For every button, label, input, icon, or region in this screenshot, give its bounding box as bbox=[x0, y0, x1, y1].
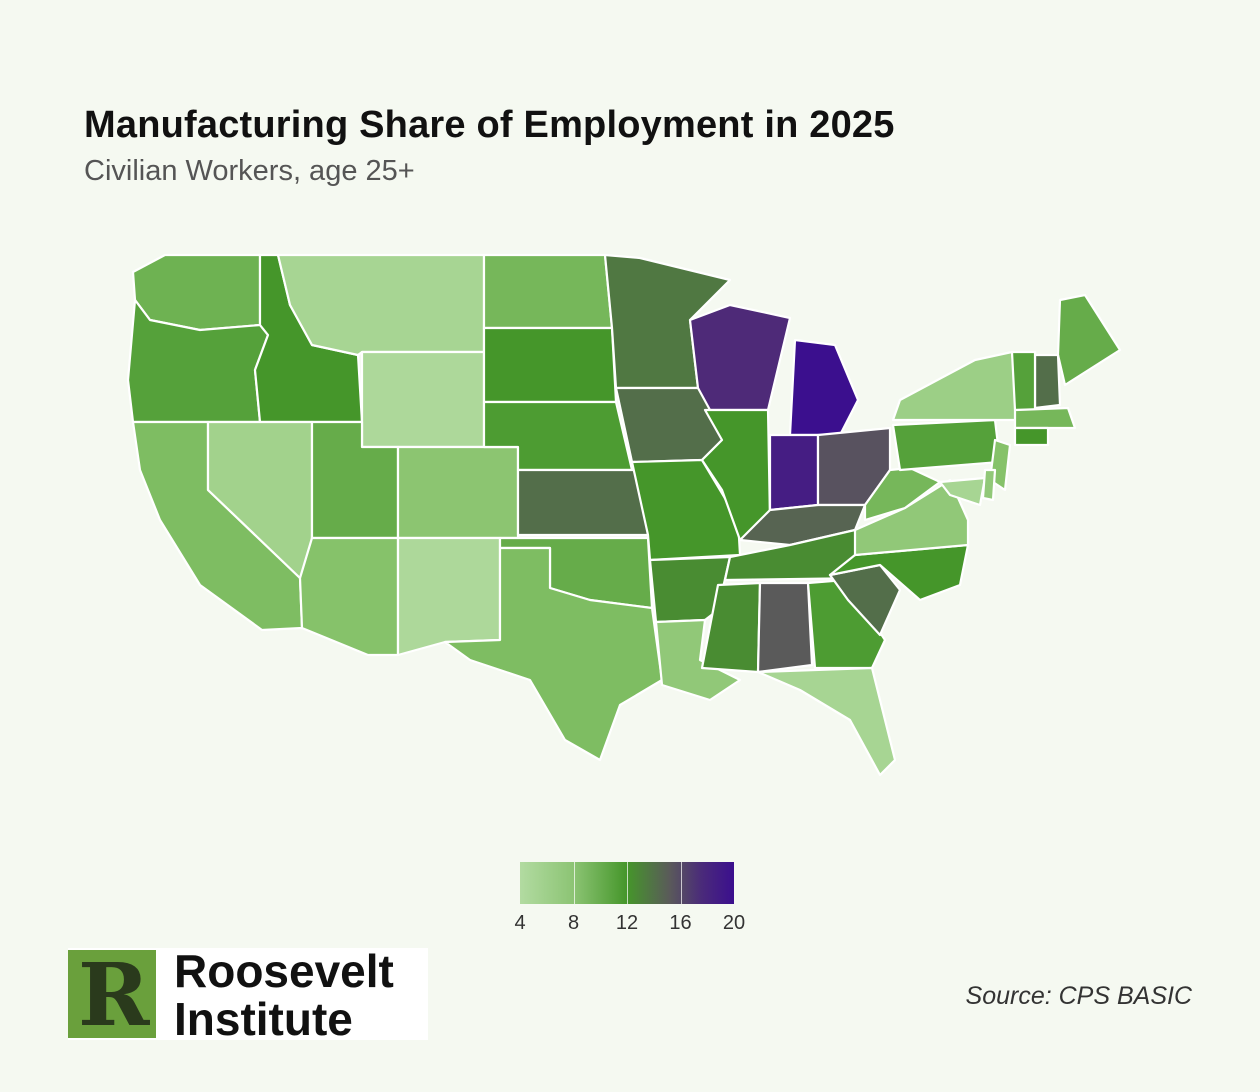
state-md bbox=[938, 476, 987, 507]
source-note: Source: CPS BASIC bbox=[965, 982, 1192, 1010]
roosevelt-logo: R Roosevelt Institute bbox=[68, 945, 428, 1046]
legend-tick bbox=[680, 862, 682, 904]
state-ny bbox=[891, 350, 1020, 422]
legend-tick-label: 4 bbox=[514, 912, 526, 934]
legend-tick-label: 16 bbox=[669, 912, 692, 934]
legend-tick bbox=[627, 862, 628, 904]
logo-mark-icon: R bbox=[68, 945, 156, 1046]
logo-line-2: Institute bbox=[174, 993, 353, 1045]
logo-line-1: Roosevelt bbox=[174, 945, 394, 997]
state-wa bbox=[131, 253, 262, 332]
legend-tick-label: 20 bbox=[722, 912, 746, 934]
state-sd bbox=[482, 326, 618, 404]
state-me bbox=[1056, 293, 1122, 387]
state-ma bbox=[1013, 406, 1077, 430]
legend-tick-label: 8 bbox=[567, 912, 580, 934]
legend-gradient-bar bbox=[520, 862, 734, 904]
state-az bbox=[298, 536, 400, 657]
state-tx bbox=[443, 546, 664, 762]
state-pa bbox=[891, 418, 1002, 472]
map-title: Manufacturing Share of Employment in 202… bbox=[84, 104, 895, 146]
state-fl bbox=[756, 666, 897, 777]
state-nm bbox=[396, 536, 502, 657]
state-wy bbox=[360, 350, 486, 449]
state-ct bbox=[1013, 426, 1050, 447]
state-mt bbox=[276, 253, 486, 357]
state-nd bbox=[482, 253, 614, 330]
state-al bbox=[756, 581, 814, 674]
state-mi bbox=[788, 338, 860, 437]
state-in bbox=[768, 433, 820, 512]
legend-tick-label: 12 bbox=[615, 912, 639, 934]
state-nh bbox=[1033, 353, 1062, 410]
state-ks bbox=[516, 468, 650, 537]
state-de bbox=[981, 468, 997, 502]
state-vt bbox=[1010, 350, 1037, 412]
color-legend: 4 8 12 16 20 bbox=[514, 862, 745, 934]
map-subtitle: Civilian Workers, age 25+ bbox=[84, 155, 415, 187]
legend-tick bbox=[573, 862, 575, 904]
logo-mark-letter: R bbox=[78, 945, 150, 1046]
state-co bbox=[396, 445, 520, 540]
state-il bbox=[700, 408, 772, 542]
state-wi bbox=[688, 303, 792, 412]
state-la bbox=[654, 618, 742, 702]
